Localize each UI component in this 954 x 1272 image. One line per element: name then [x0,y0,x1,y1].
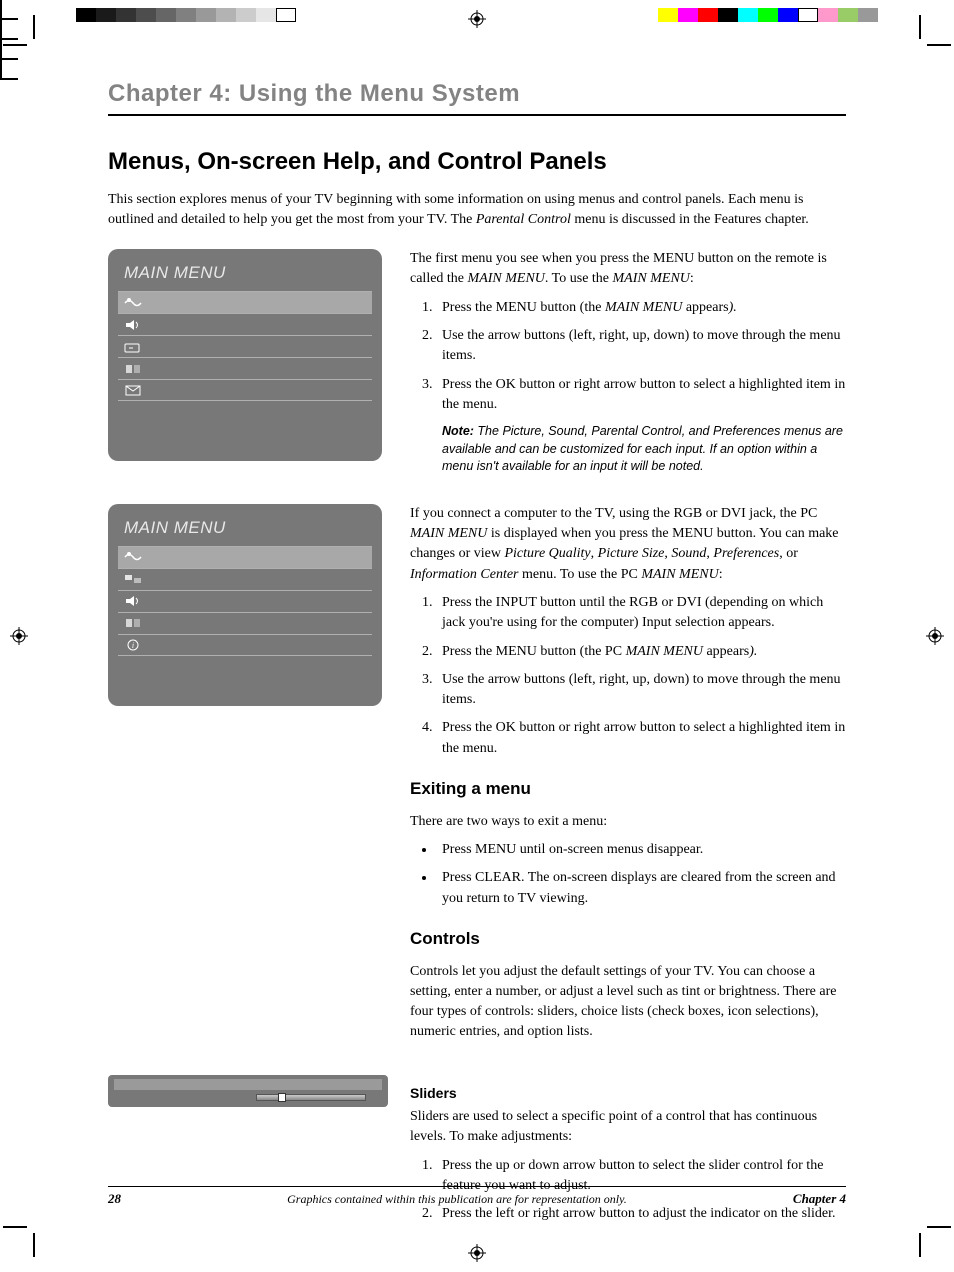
crop-mark [3,44,27,46]
crop-mark [0,78,18,80]
note-text: The Picture, Sound, Parental Control, an… [442,424,843,473]
crop-mark [919,15,921,39]
menu-row [118,612,372,634]
block2-text: If you connect a computer to the TV, usi… [410,504,846,1051]
footer-note: Graphics contained within this publicati… [287,1192,627,1207]
list-item: Press the OK button or right arrow butto… [436,718,846,759]
slider-label-row [114,1079,382,1090]
slider-thumb [278,1093,286,1102]
note-block: Note: The Picture, Sound, Parental Contr… [442,423,846,476]
menu-row [118,357,372,379]
menu-row [118,590,372,612]
crop-mark [3,1226,27,1228]
crop-mark [0,40,2,58]
content-area: Chapter 4: Using the Menu System Menus, … [108,80,846,1250]
exiting-p: There are two ways to exit a menu: [410,812,846,832]
intro-paragraph: This section explores menus of your TV b… [108,190,846,229]
crop-mark [33,15,35,39]
page: Chapter 4: Using the Menu System Menus, … [0,0,954,1272]
sound-icon [122,593,144,609]
menu-title: MAIN MENU [118,514,372,546]
crop-mark [0,58,18,60]
sliders-text: Sliders Sliders are used to select a spe… [410,1069,846,1233]
sliders-p: Sliders are used to select a specific po… [410,1107,846,1148]
list-item: Use the arrow buttons (left, right, up, … [436,326,846,367]
mail-icon [122,382,144,398]
crop-mark [927,44,951,46]
sliders-heading: Sliders [410,1083,846,1103]
crop-mark [33,1233,35,1257]
list-item: Press the OK button or right arrow butto… [436,375,846,416]
picture-icon [122,295,144,311]
page-number: 28 [108,1191,121,1207]
crop-mark [927,1226,951,1228]
section-title: Menus, On-screen Help, and Control Panel… [108,148,846,176]
row-pc-menu: MAIN MENU i If you connect a computer to… [108,504,846,1051]
page-footer: 28 Graphics contained within this public… [108,1186,846,1207]
row-main-menu: MAIN MENU The first menu you see when yo… [108,249,846,486]
crop-mark [0,20,2,38]
pc-main-menu-box: MAIN MENU i [108,504,382,706]
crop-mark [0,18,18,20]
menu-row [118,546,372,568]
list-item: Press MENU until on-screen menus disappe… [436,840,846,860]
slider-box [108,1075,388,1107]
block2-p1: If you connect a computer to the TV, usi… [410,504,846,585]
grayscale-swatches [76,8,296,22]
menu-row [118,291,372,313]
intro-tail: menu is discussed in the Features chapte… [571,212,809,227]
color-swatches [658,8,878,22]
note-label: Note: [442,424,474,438]
settings-icon [122,615,144,631]
menu-row [118,335,372,357]
exiting-heading: Exiting a menu [410,777,846,802]
crop-mark [0,60,2,78]
block2-list: Press the INPUT button until the RGB or … [436,593,846,759]
size-icon [122,571,144,587]
exiting-list: Press MENU until on-screen menus disappe… [436,840,846,909]
list-item: Press the left or right arrow button to … [436,1204,846,1224]
crop-mark [0,0,2,18]
block1-p1: The first menu you see when you press th… [410,249,846,290]
chapter-title: Chapter 4: Using the Menu System [108,80,846,116]
footer-chapter: Chapter 4 [793,1191,846,1207]
list-item: Press the MENU button (the MAIN MENU app… [436,298,846,318]
registration-icon [926,627,944,645]
list-item: Press the INPUT button until the RGB or … [436,593,846,634]
menu-graphic-2: MAIN MENU i [108,504,388,1051]
registration-icon [468,10,486,28]
menu-title: MAIN MENU [118,259,372,291]
controls-p: Controls let you adjust the default sett… [410,962,846,1043]
sound-icon [122,317,144,333]
list-item: Press the MENU button (the PC MAIN MENU … [436,642,846,662]
menu-row [118,568,372,590]
row-sliders: Sliders Sliders are used to select a spe… [108,1069,846,1233]
list-item: Press CLEAR. The on-screen displays are … [436,868,846,909]
menu-graphic-1: MAIN MENU [108,249,388,486]
block1-text: The first menu you see when you press th… [410,249,846,486]
list-item: Use the arrow buttons (left, right, up, … [436,670,846,711]
info-icon: i [122,637,144,653]
registration-icon [10,627,28,645]
picture-icon [122,549,144,565]
intro-italic: Parental Control [476,212,571,227]
menu-row [118,313,372,335]
channel-icon [122,339,144,355]
main-menu-box: MAIN MENU [108,249,382,461]
block1-list: Press the MENU button (the MAIN MENU app… [436,298,846,415]
menu-row: i [118,634,372,656]
crop-mark [0,38,18,40]
slider-graphic [108,1069,388,1233]
settings-icon [122,361,144,377]
svg-text:i: i [132,641,134,650]
slider-track [256,1094,366,1101]
menu-row [118,379,372,401]
controls-heading: Controls [410,927,846,952]
crop-mark [919,1233,921,1257]
